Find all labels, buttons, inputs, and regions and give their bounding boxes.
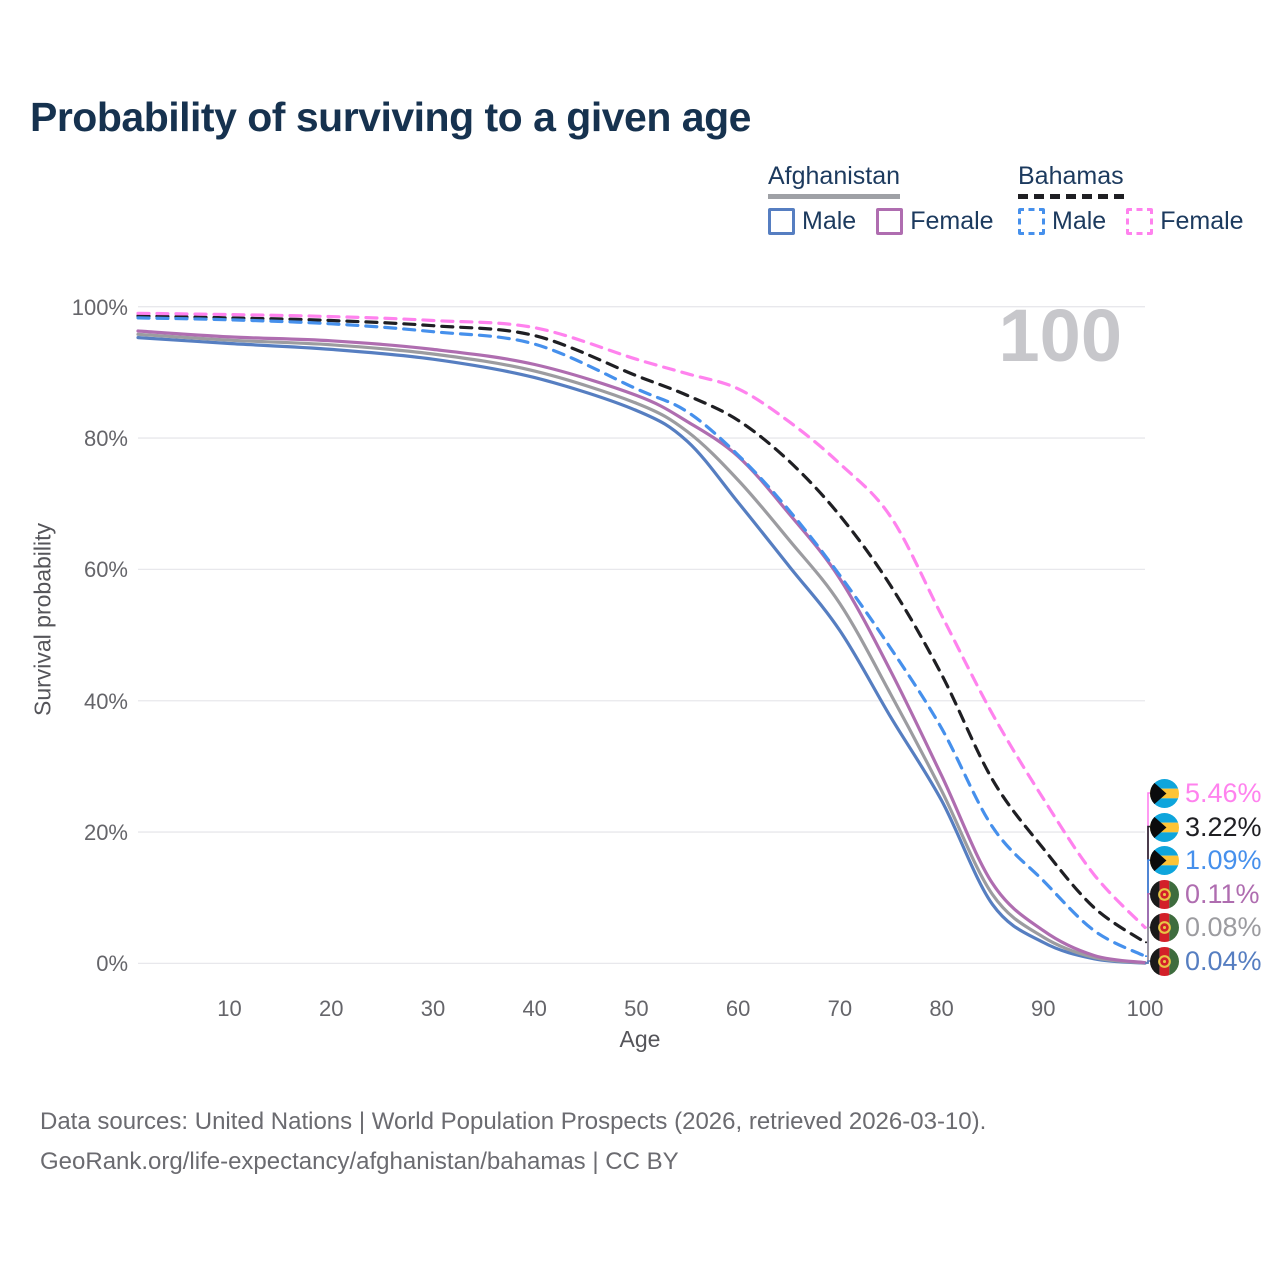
legend-swatch <box>1018 208 1045 235</box>
survival-curve-afghanistan-female[interactable] <box>136 329 1147 965</box>
y-tick-80%: 80% <box>83 426 128 452</box>
legend-label: Male <box>1052 207 1107 235</box>
page-title: Probability of surviving to a given age <box>30 94 751 140</box>
x-tick-60: 60 <box>725 996 751 1021</box>
y-tick-40%: 40% <box>83 688 128 714</box>
survival-curve-bahamas-both[interactable] <box>136 314 1147 944</box>
x-tick-100: 100 <box>1126 996 1164 1021</box>
survival-curve-afghanistan-male[interactable] <box>136 336 1147 965</box>
x-tick-10: 10 <box>217 996 242 1021</box>
end-label-row: 1.09% <box>1150 845 1262 876</box>
afghanistan-flag-icon <box>1150 913 1179 943</box>
end-value-label: 0.08% <box>1185 912 1262 943</box>
legend-label: Male <box>802 207 857 235</box>
legend-country-bahamas: Bahamas <box>1018 162 1124 199</box>
survival-curve-bahamas-male[interactable] <box>136 316 1147 958</box>
x-tick-80: 80 <box>929 996 954 1021</box>
end-value-label: 0.04% <box>1185 946 1262 976</box>
legend-group-bahamas: Bahamas Male Female <box>1018 162 1244 236</box>
afghanistan-flag-icon <box>1150 947 1179 976</box>
y-tick-20%: 20% <box>83 820 128 846</box>
end-value-label: 5.46% <box>1185 778 1262 808</box>
attribution-note: GeoRank.org/life-expectancy/afghanistan/… <box>40 1148 679 1175</box>
x-tick-30: 30 <box>420 996 446 1021</box>
y-tick-100%: 100% <box>71 294 128 320</box>
end-label-row: 0.11% <box>1150 879 1260 910</box>
legend-group-afghanistan: Afghanistan Male Female <box>768 162 994 236</box>
data-source-note: Data sources: United Nations | World Pop… <box>40 1108 987 1135</box>
legend-label: Female <box>1160 207 1244 235</box>
legend-item-afghanistan-male[interactable]: Male <box>768 207 856 236</box>
x-tick-40: 40 <box>522 996 547 1021</box>
afghanistan-flag-icon <box>1150 879 1179 909</box>
legend-country-afghanistan: Afghanistan <box>768 162 901 199</box>
x-tick-90: 90 <box>1031 996 1056 1021</box>
x-tick-50: 50 <box>624 996 649 1021</box>
end-value-label: 1.09% <box>1185 845 1262 876</box>
end-label-row: 0.08% <box>1150 912 1262 943</box>
legend-item-bahamas-female[interactable]: Female <box>1126 207 1244 236</box>
end-value-label: 3.22% <box>1185 811 1262 842</box>
bahamas-flag-icon <box>1150 846 1179 876</box>
end-value-label: 0.11% <box>1185 878 1260 909</box>
hover-age-readout: 100 <box>998 294 1122 377</box>
survival-curve-bahamas-female[interactable] <box>136 311 1147 930</box>
legend-swatch <box>876 208 904 235</box>
end-label-row: 0.04% <box>1150 946 1262 977</box>
legend-label: Female <box>910 207 994 235</box>
x-tick-70: 70 <box>827 996 853 1021</box>
y-tick-60%: 60% <box>83 557 128 583</box>
bahamas-flag-icon <box>1150 779 1179 808</box>
survival-curve-afghanistan-both[interactable] <box>136 332 1147 965</box>
y-tick-0%: 0% <box>96 951 128 977</box>
legend-swatch <box>1126 208 1154 235</box>
end-label-row: 3.22% <box>1150 812 1262 843</box>
bahamas-flag-icon <box>1150 812 1179 842</box>
x-axis-title: Age <box>619 1026 661 1052</box>
legend-item-bahamas-male[interactable]: Male <box>1018 207 1106 236</box>
x-tick-20: 20 <box>319 996 344 1021</box>
end-label-connector <box>1145 960 1152 964</box>
end-label-row: 5.46% <box>1150 778 1262 809</box>
legend-item-afghanistan-female[interactable]: Female <box>876 207 994 236</box>
legend-swatch <box>768 208 795 235</box>
